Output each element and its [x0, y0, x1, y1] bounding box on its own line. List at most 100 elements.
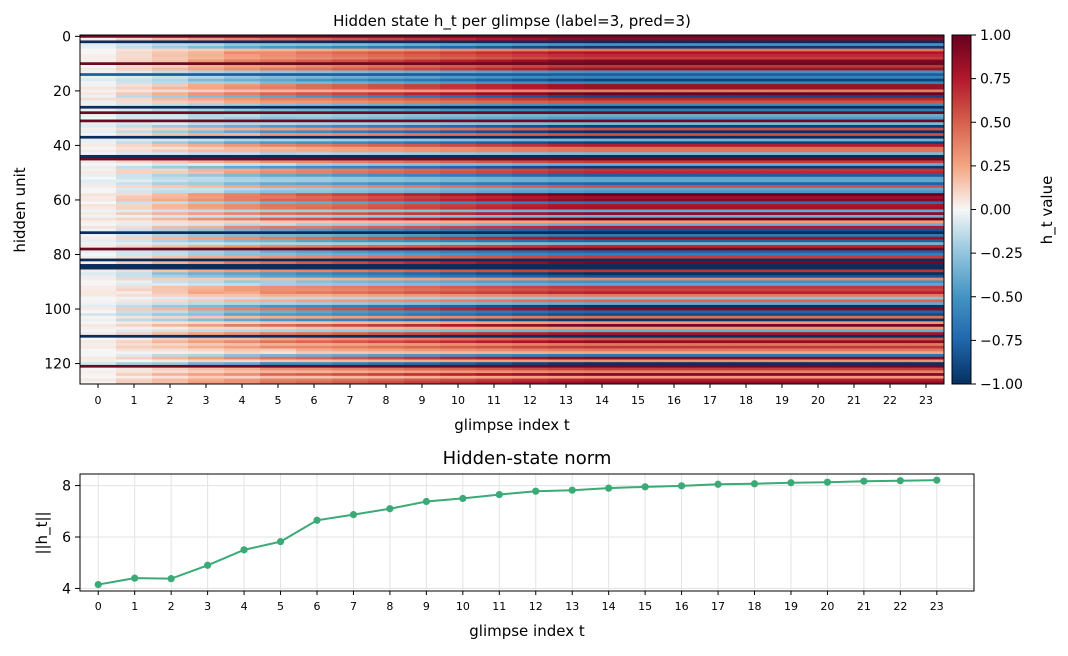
heatmap-cell [404, 78, 441, 82]
heatmap-cell [836, 348, 873, 352]
heatmap-cell [476, 288, 513, 292]
heatmap-cell [368, 75, 405, 79]
heatmap-cell [764, 359, 801, 363]
heatmap-cell [476, 277, 513, 281]
heatmap-cell [332, 206, 369, 210]
heatmap-cell [116, 356, 153, 360]
heatmap-cell [260, 296, 297, 300]
heatmap-cell [80, 272, 117, 276]
heatmap-cell [404, 261, 441, 265]
heatmap-cell [512, 285, 549, 289]
heatmap-cell [584, 45, 621, 49]
heatmap-cell [296, 89, 333, 93]
heatmap-row [80, 138, 945, 142]
heatmap-cell [188, 149, 225, 153]
heatmap-cell [332, 97, 369, 101]
heatmap-x-tick-label: 10 [451, 394, 465, 407]
heatmap-cell [656, 351, 693, 355]
heatmap-cell [728, 124, 765, 129]
heatmap-cell [764, 182, 801, 186]
heatmap-cell [620, 51, 657, 55]
line-x-tick-label: 10 [456, 600, 470, 613]
heatmap-cell [332, 304, 369, 308]
heatmap-cell [260, 318, 297, 322]
heatmap-cell [620, 351, 657, 355]
heatmap-cell [512, 274, 549, 278]
heatmap-cell [872, 92, 909, 96]
heatmap-cell [224, 244, 261, 248]
heatmap-cell [260, 313, 297, 317]
heatmap-cell [620, 239, 657, 243]
heatmap-cell [620, 204, 657, 208]
heatmap-cell [368, 45, 405, 49]
heatmap-cell [188, 108, 225, 112]
heatmap-cell [908, 375, 945, 379]
heatmap-cell [188, 370, 225, 374]
heatmap-cell [368, 299, 405, 303]
heatmap-cell [728, 195, 765, 199]
heatmap-cell [656, 86, 693, 90]
heatmap-cell [512, 329, 549, 333]
heatmap-cell [908, 359, 945, 363]
heatmap-cell [692, 182, 729, 186]
line-point [750, 480, 759, 488]
heatmap-cell [476, 310, 513, 314]
heatmap-cell [476, 141, 513, 145]
heatmap-cell [692, 201, 729, 205]
heatmap-cell [548, 116, 585, 120]
heatmap-cell [872, 182, 909, 186]
heatmap-cell [440, 228, 477, 232]
heatmap-cell [908, 86, 945, 90]
heatmap-cell [260, 225, 297, 229]
heatmap-cell [728, 94, 765, 99]
heatmap-cell [188, 64, 225, 69]
heatmap-cell [224, 176, 261, 180]
heatmap-cell [80, 97, 117, 101]
heatmap-cell [872, 171, 909, 175]
heatmap-cell [260, 280, 297, 284]
line-x-tick-label: 18 [748, 600, 762, 613]
heatmap-cell [152, 272, 189, 276]
heatmap-cell [80, 332, 117, 336]
heatmap-cell [80, 111, 944, 115]
heatmap-cell [656, 299, 693, 303]
heatmap-cell [260, 182, 297, 186]
heatmap-row [80, 84, 945, 88]
heatmap-cell [764, 54, 801, 58]
heatmap-cell [260, 92, 297, 96]
heatmap-cell [620, 255, 657, 259]
heatmap-cell [872, 304, 909, 308]
heatmap-cell [80, 212, 117, 216]
heatmap-cell [908, 168, 945, 172]
heatmap-cell [368, 81, 405, 85]
heatmap-cell [692, 340, 729, 344]
heatmap-cell [512, 291, 549, 295]
heatmap-cell [476, 378, 513, 382]
heatmap-cell [764, 337, 801, 341]
heatmap-cell [152, 318, 189, 322]
heatmap-cell [836, 45, 873, 49]
heatmap-cell [584, 198, 621, 202]
heatmap-cell [476, 168, 513, 172]
heatmap-cell [584, 78, 621, 82]
heatmap-cell [188, 283, 225, 287]
heatmap-cell [296, 302, 333, 306]
heatmap-row [80, 220, 945, 224]
heatmap-cell [332, 92, 369, 96]
heatmap-cell [620, 310, 657, 314]
heatmap-cell [764, 220, 801, 224]
heatmap-cell [368, 212, 405, 216]
heatmap-cell [908, 304, 945, 308]
heatmap-cell [548, 45, 585, 49]
heatmap-cell [836, 269, 873, 273]
heatmap-y-tick-label: 40 [53, 138, 71, 154]
heatmap-cell [404, 269, 441, 273]
heatmap-cell [620, 307, 657, 311]
heatmap-row [80, 48, 945, 52]
heatmap-cell [836, 274, 873, 278]
heatmap-cell [80, 73, 944, 77]
heatmap-cell [800, 340, 837, 344]
heatmap-cell [440, 81, 477, 85]
heatmap-cell [404, 217, 441, 221]
heatmap-cell [584, 212, 621, 216]
